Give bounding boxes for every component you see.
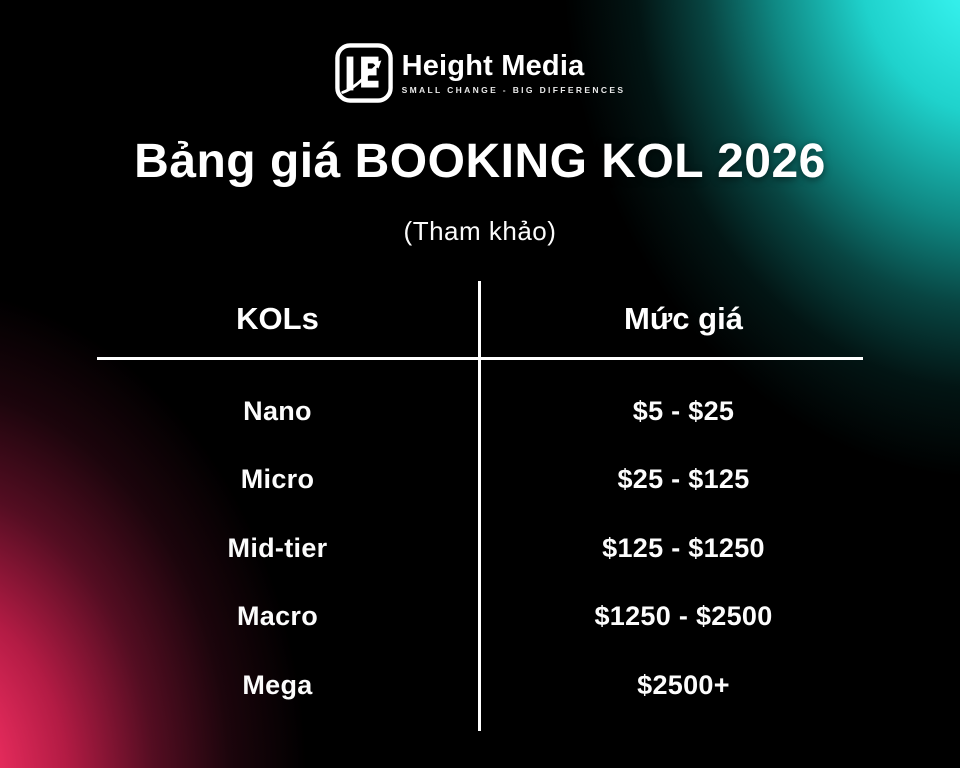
price-table: KOLs Mức giá Nano $5 - $25 Micro $25 - $…: [97, 281, 863, 731]
table-row: Mega $2500+: [97, 651, 863, 720]
brand-name: Height Media: [401, 49, 585, 82]
column-header-kols: KOLs: [236, 301, 319, 336]
table-body: Nano $5 - $25 Micro $25 - $125 Mid-tier …: [97, 377, 863, 720]
brand-logo-text: Height Media SMALL CHANGE - BIG DIFFEREN…: [401, 49, 626, 96]
table-row: Nano $5 - $25: [97, 377, 863, 446]
tier-price: $125 - $1250: [602, 532, 765, 563]
column-header-price: Mức giá: [624, 301, 743, 336]
tier-price: $5 - $25: [632, 395, 735, 426]
tier-name: Mega: [242, 669, 313, 700]
tier-price: $25 - $125: [617, 464, 750, 495]
table-row: Macro $1250 - $2500: [97, 583, 863, 652]
height-media-logo-icon: [334, 42, 393, 104]
column-divider-line: [478, 281, 481, 731]
brand-tagline: SMALL CHANGE - BIG DIFFERENCES: [401, 85, 626, 96]
brand-logo: Height Media SMALL CHANGE - BIG DIFFEREN…: [0, 40, 960, 106]
page-subtitle: (Tham khảo): [403, 216, 557, 246]
tier-name: Macro: [236, 601, 319, 632]
table-row: Mid-tier $125 - $1250: [97, 514, 863, 583]
header-divider-line: [97, 357, 863, 360]
tier-name: Nano: [243, 395, 312, 426]
page-title: Bảng giá BOOKING KOL 2026: [134, 135, 826, 188]
tier-name: Mid-tier: [227, 532, 328, 563]
tier-price: $2500+: [637, 669, 730, 700]
tier-name: Micro: [240, 464, 315, 495]
table-header-row: KOLs Mức giá: [97, 281, 863, 357]
tier-price: $1250 - $2500: [594, 601, 773, 632]
table-row: Micro $25 - $125: [97, 446, 863, 515]
